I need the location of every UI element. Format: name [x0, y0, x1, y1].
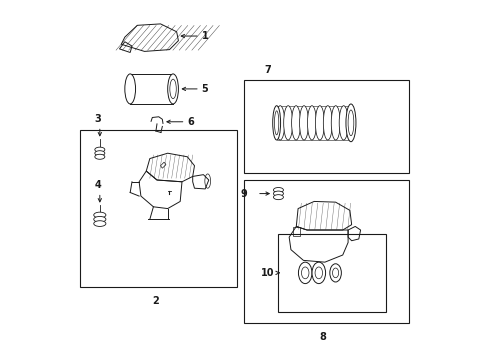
Ellipse shape — [272, 106, 280, 140]
Bar — [278, 234, 385, 312]
Ellipse shape — [307, 106, 316, 140]
Ellipse shape — [167, 74, 178, 104]
Text: 7: 7 — [264, 64, 270, 75]
Ellipse shape — [311, 262, 325, 284]
Text: 4: 4 — [95, 180, 101, 190]
Ellipse shape — [273, 191, 283, 196]
Text: 10: 10 — [261, 268, 274, 278]
Ellipse shape — [273, 195, 283, 200]
Text: 5: 5 — [201, 84, 208, 94]
Bar — [244, 80, 408, 173]
Ellipse shape — [298, 262, 311, 284]
Ellipse shape — [339, 106, 347, 140]
Text: 9: 9 — [241, 189, 247, 199]
Ellipse shape — [94, 221, 106, 226]
Ellipse shape — [291, 106, 300, 140]
Ellipse shape — [95, 147, 104, 152]
Ellipse shape — [315, 106, 324, 140]
Ellipse shape — [329, 264, 341, 282]
Text: 2: 2 — [151, 296, 158, 306]
Text: 8: 8 — [319, 332, 326, 342]
Ellipse shape — [330, 106, 340, 140]
Ellipse shape — [345, 104, 355, 142]
Text: 1: 1 — [201, 31, 208, 41]
Bar — [80, 130, 237, 287]
Text: 3: 3 — [95, 114, 101, 124]
Ellipse shape — [299, 106, 308, 140]
Text: 6: 6 — [187, 117, 194, 127]
Ellipse shape — [323, 106, 331, 140]
Bar — [244, 180, 408, 323]
Ellipse shape — [273, 188, 283, 193]
Ellipse shape — [95, 154, 104, 159]
Ellipse shape — [94, 212, 106, 218]
Ellipse shape — [95, 151, 104, 156]
Ellipse shape — [275, 106, 284, 140]
Ellipse shape — [94, 216, 106, 222]
Ellipse shape — [283, 106, 292, 140]
Ellipse shape — [124, 74, 135, 104]
